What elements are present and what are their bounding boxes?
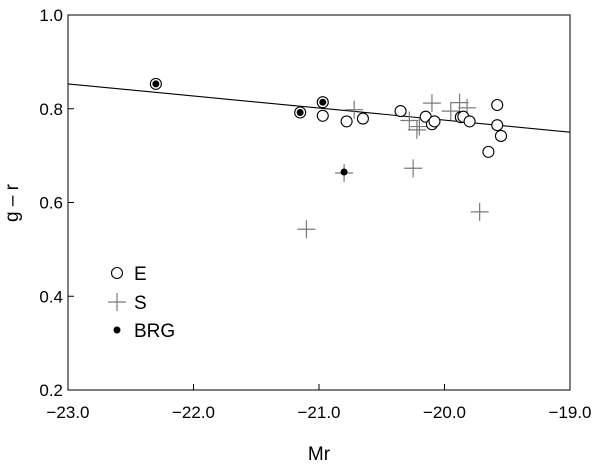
legend-label-brg: BRG xyxy=(134,321,175,342)
point-e xyxy=(491,98,504,112)
point-s xyxy=(297,220,316,239)
point-e xyxy=(394,105,407,118)
x-axis-label: Mr xyxy=(308,444,331,465)
point-s xyxy=(400,111,419,130)
legend-label-e: E xyxy=(134,264,147,285)
y-tick-label: 0.2 xyxy=(39,381,63,400)
legend-marker-e xyxy=(110,266,124,280)
legend-label-s: S xyxy=(134,293,147,314)
point-e xyxy=(463,115,476,128)
fit-line xyxy=(67,83,571,133)
point-e xyxy=(428,115,441,128)
point-e xyxy=(494,129,508,142)
point-e xyxy=(491,119,504,132)
legend-marker-s xyxy=(108,293,126,311)
point-s xyxy=(441,102,460,121)
point-e xyxy=(356,112,369,125)
legend-marker-brg xyxy=(113,326,121,334)
point-s xyxy=(422,94,441,113)
point-brg xyxy=(340,168,348,176)
point-s xyxy=(404,159,423,178)
y-tick-label: 0.6 xyxy=(39,194,63,213)
x-tick-label: −23.0 xyxy=(46,403,89,422)
point-s xyxy=(450,93,469,112)
x-tick-label: −21.0 xyxy=(297,403,340,422)
x-tick-label: −22.0 xyxy=(172,403,215,422)
point-e xyxy=(482,145,495,158)
point-s xyxy=(407,120,426,139)
point-s xyxy=(470,202,489,221)
point-brg xyxy=(319,98,327,106)
y-tick-label: 1.0 xyxy=(39,6,63,25)
y-tick-label: 0.8 xyxy=(39,100,63,119)
point-brg xyxy=(296,109,304,116)
point-e xyxy=(316,109,329,122)
data-marks xyxy=(67,77,571,239)
axis-ticks: −23.0 −22.0 −21.0 −20.0 −19.0 0.2 0.4 0.6 0.8 1.0 xyxy=(39,6,591,422)
x-tick-label: −19.0 xyxy=(548,403,591,422)
point-brg xyxy=(152,80,160,88)
legend: E S BRG xyxy=(108,264,175,342)
point-s xyxy=(345,100,364,119)
x-tick-label: −20.0 xyxy=(423,403,466,422)
point-s xyxy=(410,117,429,136)
y-tick-label: 0.4 xyxy=(39,287,63,306)
point-e xyxy=(340,115,353,128)
y-axis-label: g – r xyxy=(2,183,23,222)
